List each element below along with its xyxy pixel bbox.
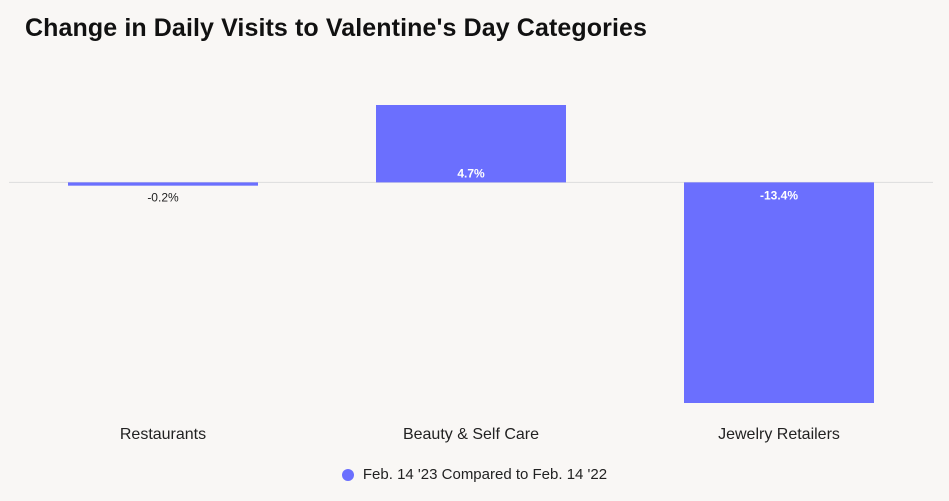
bar[interactable] [376,105,566,183]
x-tick-label: Restaurants [120,426,206,443]
data-label: -0.2% [147,191,179,205]
legend: Feb. 14 '23 Compared to Feb. 14 '22 [0,466,949,483]
bar[interactable] [68,182,258,186]
legend-swatch [341,468,354,481]
chart-title: Change in Daily Visits to Valentine's Da… [25,14,647,42]
x-tick-label: Jewelry Retailers [718,426,840,443]
data-label: 4.7% [457,166,485,180]
x-tick-label: Beauty & Self Care [403,426,539,443]
bar[interactable] [684,182,874,403]
legend-label: Feb. 14 '23 Compared to Feb. 14 '22 [362,466,608,483]
data-label: -13.4% [760,188,798,202]
